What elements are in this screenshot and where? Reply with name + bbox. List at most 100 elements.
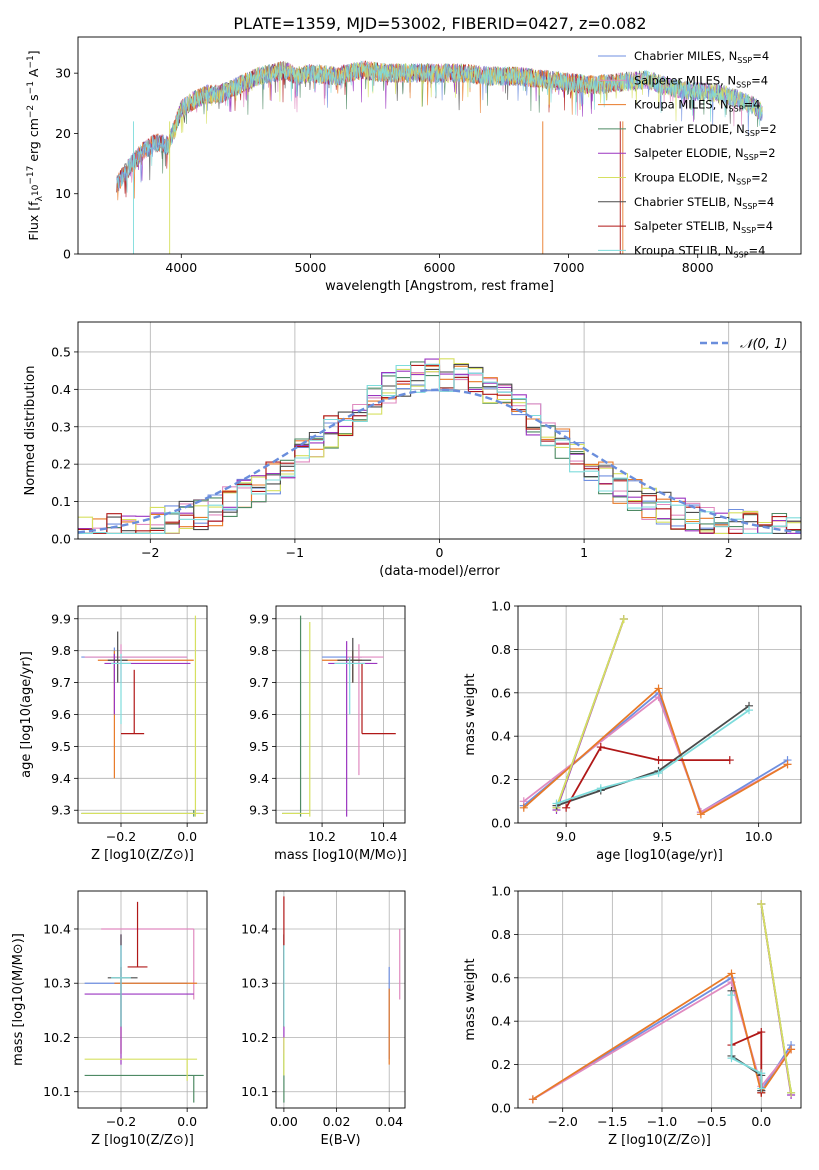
- age-vs-mass-ytick-label: 9.5: [249, 739, 269, 754]
- spectrum-legend-sub: SSP: [737, 56, 752, 65]
- mass-vs-z-ytick-label: 10.2: [43, 1030, 71, 1045]
- weight-vs-z-series-kroupa-elodie: [757, 900, 796, 1097]
- weight-vs-z-xtick-label: −1.5: [597, 1114, 627, 1129]
- residuals-ytick-label: 0.3: [51, 419, 71, 434]
- mass-vs-z-ytick-label: 10.4: [43, 921, 71, 936]
- residuals-ytick-label: 0.2: [51, 457, 71, 472]
- mass-vs-ebv-xtick-label: 0.02: [323, 1114, 351, 1129]
- age-vs-z-axes: −0.2 0.0 9.3 9.4 9.5 9.6 9.7 9.8 9.9 Z [log10(Z/Z…: [19, 605, 208, 863]
- residuals-xtick-label: −1: [286, 545, 304, 560]
- age-vs-z-ylabel: age [log10(age/yr)]: [19, 651, 34, 778]
- spectrum-ylabel: Flux [fλ10−17 erg cm−2 s−1 A−1]: [26, 50, 45, 240]
- mass-vs-z-xtick-label: 0.0: [177, 1114, 197, 1129]
- weight-vs-z-ytick-label: 0.8: [491, 927, 511, 942]
- age-vs-mass-axes: 10.2 10.4 9.3 9.4 9.5 9.6 9.7 9.8 9.9 mass [log10…: [249, 605, 407, 863]
- spectrum-legend-sub: SSP: [736, 178, 751, 187]
- mass-vs-z-xlabel: Z [log10(Z/Z⊙)]: [91, 1133, 194, 1148]
- spectrum-ylabel-part: −1: [26, 55, 36, 68]
- spectrum-legend-label: Chabrier STELIB, NSSP=4: [634, 195, 774, 211]
- mass-vs-z-point-salpeter-stelib: [127, 901, 148, 968]
- weight-vs-z-frame: [517, 890, 802, 1109]
- weight-vs-z-xtick-label: 0.0: [751, 1114, 771, 1129]
- weight-vs-z-line: [730, 995, 763, 1089]
- mass-vs-z-xtick-label: −0.2: [106, 1114, 136, 1129]
- weight-vs-z-marker: [727, 1054, 736, 1063]
- weight-vs-z-xtick-label: −0.5: [696, 1114, 726, 1129]
- mass-vs-ebv-xlabel: E(B-V): [320, 1133, 360, 1148]
- weight-vs-age-line: [555, 618, 625, 809]
- spectrum-ytick-label: 20: [55, 126, 71, 141]
- mass-vs-z-point-kroupa-elodie: [84, 1058, 198, 1081]
- age-vs-mass-point-kroupa-stelib: [334, 657, 366, 715]
- spectrum-legend-sub: SSP: [729, 105, 744, 114]
- weight-vs-age-marker: [654, 684, 663, 693]
- age-vs-mass-ytick-label: 9.4: [249, 771, 269, 786]
- spectrum-legend-nssp: =4: [751, 73, 768, 87]
- age-vs-mass-xlabel: mass [log10(M/M⊙)]: [274, 848, 407, 863]
- spectrum-ytick-label: 0: [63, 247, 71, 262]
- weight-vs-age-ytick-label: 1.0: [491, 599, 511, 614]
- spectrum-line-kroupa-stelib: [116, 60, 763, 193]
- age-vs-z-ytick-label: 9.5: [51, 739, 71, 754]
- weight-vs-age-ytick-label: 0.6: [491, 685, 511, 700]
- spectrum-legend-label: Chabrier ELODIE, NSSP=2: [634, 122, 777, 138]
- mass-vs-z-axes: −0.2 0.0 10.1 10.2 10.3 10.4 Z [log10(Z/Z⊙)] ma…: [11, 890, 208, 1148]
- weight-vs-age-xtick-label: 9.0: [556, 829, 576, 844]
- age-vs-z-frame: [77, 605, 208, 824]
- weight-vs-z-line: [532, 972, 792, 1101]
- spectrum-legend-name: Salpeter MILES, N: [634, 73, 736, 87]
- weight-vs-z-marker: [528, 1095, 537, 1104]
- age-vs-mass-frame: [275, 605, 406, 824]
- weight-vs-z-series-kroupa-stelib: [727, 991, 766, 1093]
- residuals-xtick-label: 2: [725, 545, 733, 560]
- spectrum-legend-name: Chabrier MILES, N: [634, 49, 737, 63]
- weight-vs-z-ytick-label: 0.2: [491, 1057, 511, 1072]
- spectrum-axes: 4000 5000 6000 7000 8000 0 10 20 30 wavelength [A…: [26, 36, 802, 294]
- residuals-frame: [77, 321, 802, 540]
- spectrum-legend-name: Salpeter STELIB, N: [634, 219, 741, 233]
- residuals-ylabel: Normed distribution: [23, 366, 38, 496]
- mass-vs-z-frame: [77, 890, 208, 1109]
- normal-curve: [77, 388, 802, 534]
- spectrum-legend-nssp: =4: [757, 195, 774, 209]
- mass-vs-ebv-axes: 0.00 0.02 0.04 10.1 10.2 10.3 10.4 E(B-V): [241, 890, 406, 1148]
- residuals-xtick-label: 0: [436, 545, 444, 560]
- age-vs-z-ytick-label: 9.4: [51, 771, 71, 786]
- weight-vs-z-ylabel: mass weight: [463, 958, 478, 1040]
- spectrum-legend-sub: SSP: [734, 250, 749, 259]
- mass-vs-ebv-ytick-label: 10.1: [241, 1084, 269, 1099]
- weight-vs-age-marker: [519, 803, 528, 812]
- spectrum-xtick-label: 8000: [682, 260, 714, 275]
- age-vs-mass-xtick-label: 10.2: [308, 829, 336, 844]
- weight-vs-age-marker: [745, 706, 754, 715]
- hist-kroupa-stelib: [78, 363, 801, 534]
- spectrum-xtick-label: 7000: [553, 260, 585, 275]
- spectrum-legend-label: Kroupa STELIB, NSSP=4: [634, 243, 765, 259]
- spectrum-legend-nssp: =4: [744, 98, 761, 112]
- weight-vs-z-marker: [787, 1045, 796, 1054]
- spectrum-xtick-label: 4000: [165, 260, 197, 275]
- residuals-ytick-label: 0.1: [51, 494, 71, 509]
- residuals-ytick-label: 0.4: [51, 382, 71, 397]
- weight-vs-z-ytick-label: 0.4: [491, 1014, 511, 1029]
- spectrum-legend-name: Chabrier STELIB, N: [634, 195, 742, 209]
- age-vs-mass-point-chabrier-stelib: [337, 637, 372, 683]
- spectrum-legend-label: Salpeter MILES, NSSP=4: [634, 73, 768, 89]
- spectrum-legend-nssp: =2: [760, 122, 777, 136]
- weight-vs-age-marker: [552, 799, 561, 808]
- weight-vs-age-marker: [619, 615, 628, 624]
- mass-vs-ebv-ytick-label: 10.4: [241, 921, 269, 936]
- spectrum-line-salpeter-stelib: [116, 60, 624, 198]
- weight-vs-age-marker: [654, 769, 663, 778]
- weight-vs-z-xtick-label: −1.0: [647, 1114, 677, 1129]
- mass-vs-ebv-xtick-label: 0.04: [375, 1114, 403, 1129]
- spectrum-xlabel: wavelength [Angstrom, rest frame]: [325, 279, 554, 294]
- weight-vs-age-ytick-label: 0.4: [491, 729, 511, 744]
- spectrum-legend-label: Kroupa ELODIE, NSSP=2: [634, 171, 768, 187]
- spectrum-legend-sub: SSP: [741, 226, 756, 235]
- normal-legend-label: 𝒩(0, 1): [740, 337, 787, 352]
- spectrum-legend-name: Chabrier ELODIE, N: [634, 122, 745, 136]
- age-vs-mass-point-kroupa-elodie: [282, 621, 311, 817]
- weight-vs-age-axes: 9.0 9.5 10.0 0.0 0.2 0.4 0.6 0.8 1.0 age [log10(a…: [463, 599, 802, 863]
